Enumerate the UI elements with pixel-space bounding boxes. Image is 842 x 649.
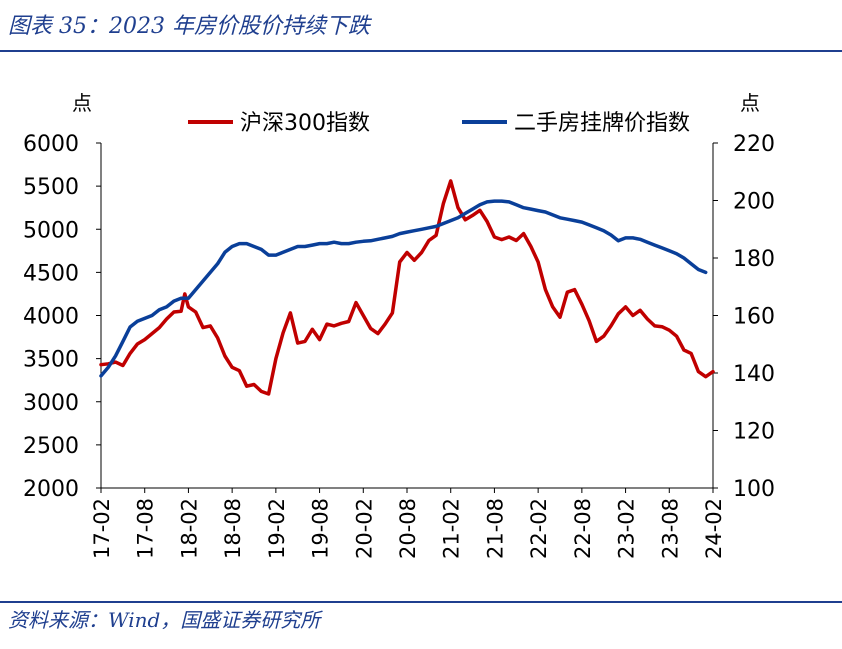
left-axis-unit: 点 [72,91,92,115]
legend-label-hs300: 沪深300指数 [240,111,370,136]
left-tick-label: 3000 [23,391,79,416]
left-tick-label: 5500 [23,175,79,200]
x-tick-label: 18-02 [177,498,201,559]
right-tick-label: 120 [733,420,775,445]
x-tick-label: 22-02 [527,498,551,559]
header-rule [0,50,842,52]
left-tick-label: 5000 [23,218,79,243]
x-tick-label: 17-02 [90,498,114,559]
legend: 沪深300指数 二手房挂牌价指数 [188,111,690,136]
left-tick-label: 6000 [23,132,79,157]
line-chart: 2000 2500 3000 3500 4000 4500 5000 5500 6000 100 1… [23,91,775,559]
right-axis-unit: 点 [740,91,760,115]
right-tick-label: 220 [733,132,775,157]
right-tick-label: 140 [733,362,775,387]
right-tick-label: 100 [733,477,775,502]
right-tick-label: 200 [733,190,775,215]
series-line-listing-price [99,199,708,378]
x-tick-label: 22-08 [571,498,595,559]
x-tick-label: 20-02 [352,498,376,559]
footer-rule [0,601,842,603]
x-tick-label: 24-02 [702,498,726,559]
series-line-hs300 [99,179,715,396]
x-tick-label: 17-08 [134,498,158,559]
figure-title: 图表 35：2023 年房价股价持续下跌 [8,14,370,39]
axes-group: 2000 2500 3000 3500 4000 4500 5000 5500 6000 100 1… [23,91,775,559]
legend-label-listing-price: 二手房挂牌价指数 [514,111,690,136]
left-tick-label: 4500 [23,261,79,286]
x-tick-label: 19-02 [265,498,289,559]
x-tick-label: 18-08 [221,498,245,559]
x-tick-label: 23-08 [658,498,682,559]
right-tick-label: 180 [733,247,775,272]
x-tick-label: 23-02 [615,498,639,559]
right-tick-label: 160 [733,305,775,330]
left-tick-label: 2000 [23,477,79,502]
source-note: 资料来源：Wind，国盛证券研究所 [8,608,321,632]
left-tick-label: 2500 [23,434,79,459]
series-group [99,179,715,396]
x-tick-label: 19-08 [309,498,333,559]
x-tick-label: 20-08 [396,498,420,559]
x-tick-label: 21-02 [440,498,464,559]
left-tick-label: 4000 [23,305,79,330]
x-tick-label: 21-08 [483,498,507,559]
left-tick-label: 3500 [23,348,79,373]
